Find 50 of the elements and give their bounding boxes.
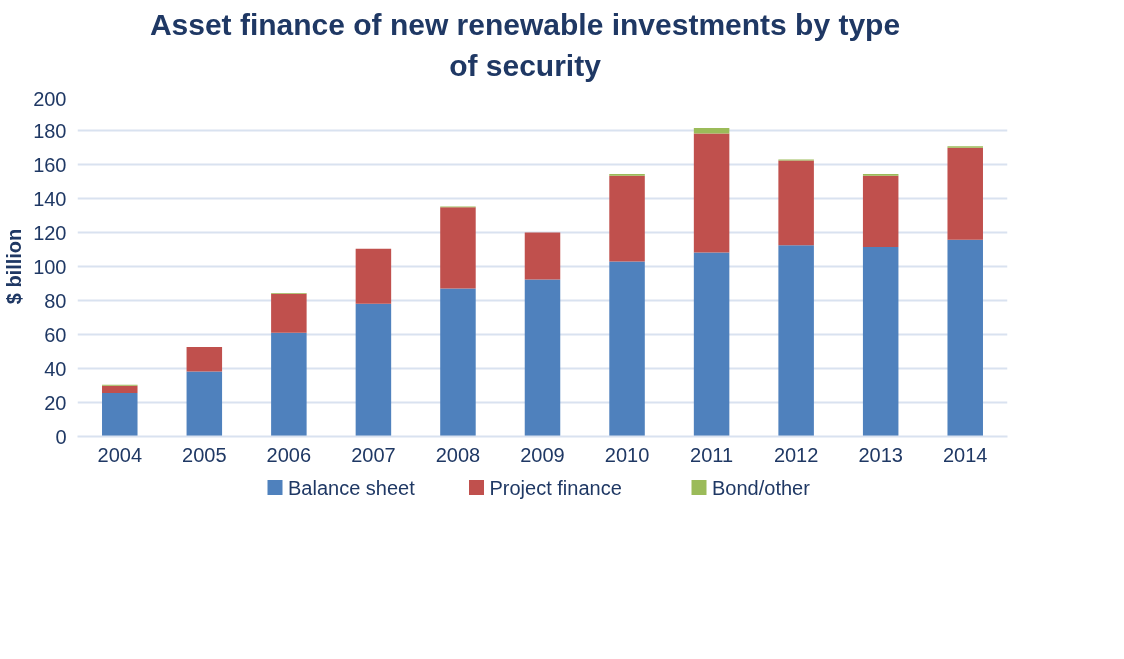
y-axis-title: $ billion xyxy=(3,228,26,305)
bar xyxy=(186,371,223,437)
bar xyxy=(693,128,730,134)
bar xyxy=(440,207,476,289)
bar xyxy=(609,261,645,437)
bar xyxy=(947,147,983,240)
bar xyxy=(271,293,307,333)
bar xyxy=(947,239,983,437)
bar xyxy=(524,279,561,437)
y-tick-label: 80 xyxy=(44,289,67,312)
bar xyxy=(102,392,138,437)
bar xyxy=(693,133,730,253)
bar xyxy=(355,248,392,304)
legend-label: Balance sheet xyxy=(288,476,416,499)
bar xyxy=(102,385,138,393)
legend-label: Bond/other xyxy=(712,476,811,499)
x-tick-label: 2009 xyxy=(520,443,565,466)
x-tick-label: 2012 xyxy=(773,443,819,466)
x-tick-label: 2010 xyxy=(604,443,650,466)
y-tick-label: 20 xyxy=(44,391,67,414)
x-tick-label: 2006 xyxy=(266,443,312,466)
bar xyxy=(440,288,476,437)
bar xyxy=(862,246,899,437)
x-tick-label: 2005 xyxy=(182,443,227,466)
bar xyxy=(271,332,307,437)
bar xyxy=(862,175,899,247)
chart-title: Asset finance of new renewable investments by type of security xyxy=(149,7,901,84)
bar xyxy=(609,175,645,262)
y-tick-label: 100 xyxy=(33,255,67,278)
x-tick-label: 2011 xyxy=(690,443,734,466)
y-tick-label: 180 xyxy=(33,119,67,142)
bar xyxy=(524,232,561,280)
y-tick-label: 0 xyxy=(55,425,67,448)
y-tick-label: 60 xyxy=(44,323,67,346)
y-tick-label: 140 xyxy=(33,187,67,210)
legend-label: Project finance xyxy=(489,476,622,499)
y-tick-label: 40 xyxy=(44,357,67,380)
y-tick-label: 200 xyxy=(33,87,67,110)
bar xyxy=(778,245,814,437)
bar xyxy=(355,303,392,437)
x-tick-label: 2008 xyxy=(435,443,481,466)
bar xyxy=(186,346,223,372)
bar xyxy=(693,252,730,437)
y-tick-label: 120 xyxy=(33,221,67,244)
bar xyxy=(778,160,814,246)
y-tick-label: 160 xyxy=(33,153,67,176)
x-tick-label: 2014 xyxy=(942,443,988,466)
x-tick-label: 2007 xyxy=(351,443,396,466)
x-tick-label: 2013 xyxy=(858,443,903,466)
x-tick-label: 2004 xyxy=(97,443,143,466)
